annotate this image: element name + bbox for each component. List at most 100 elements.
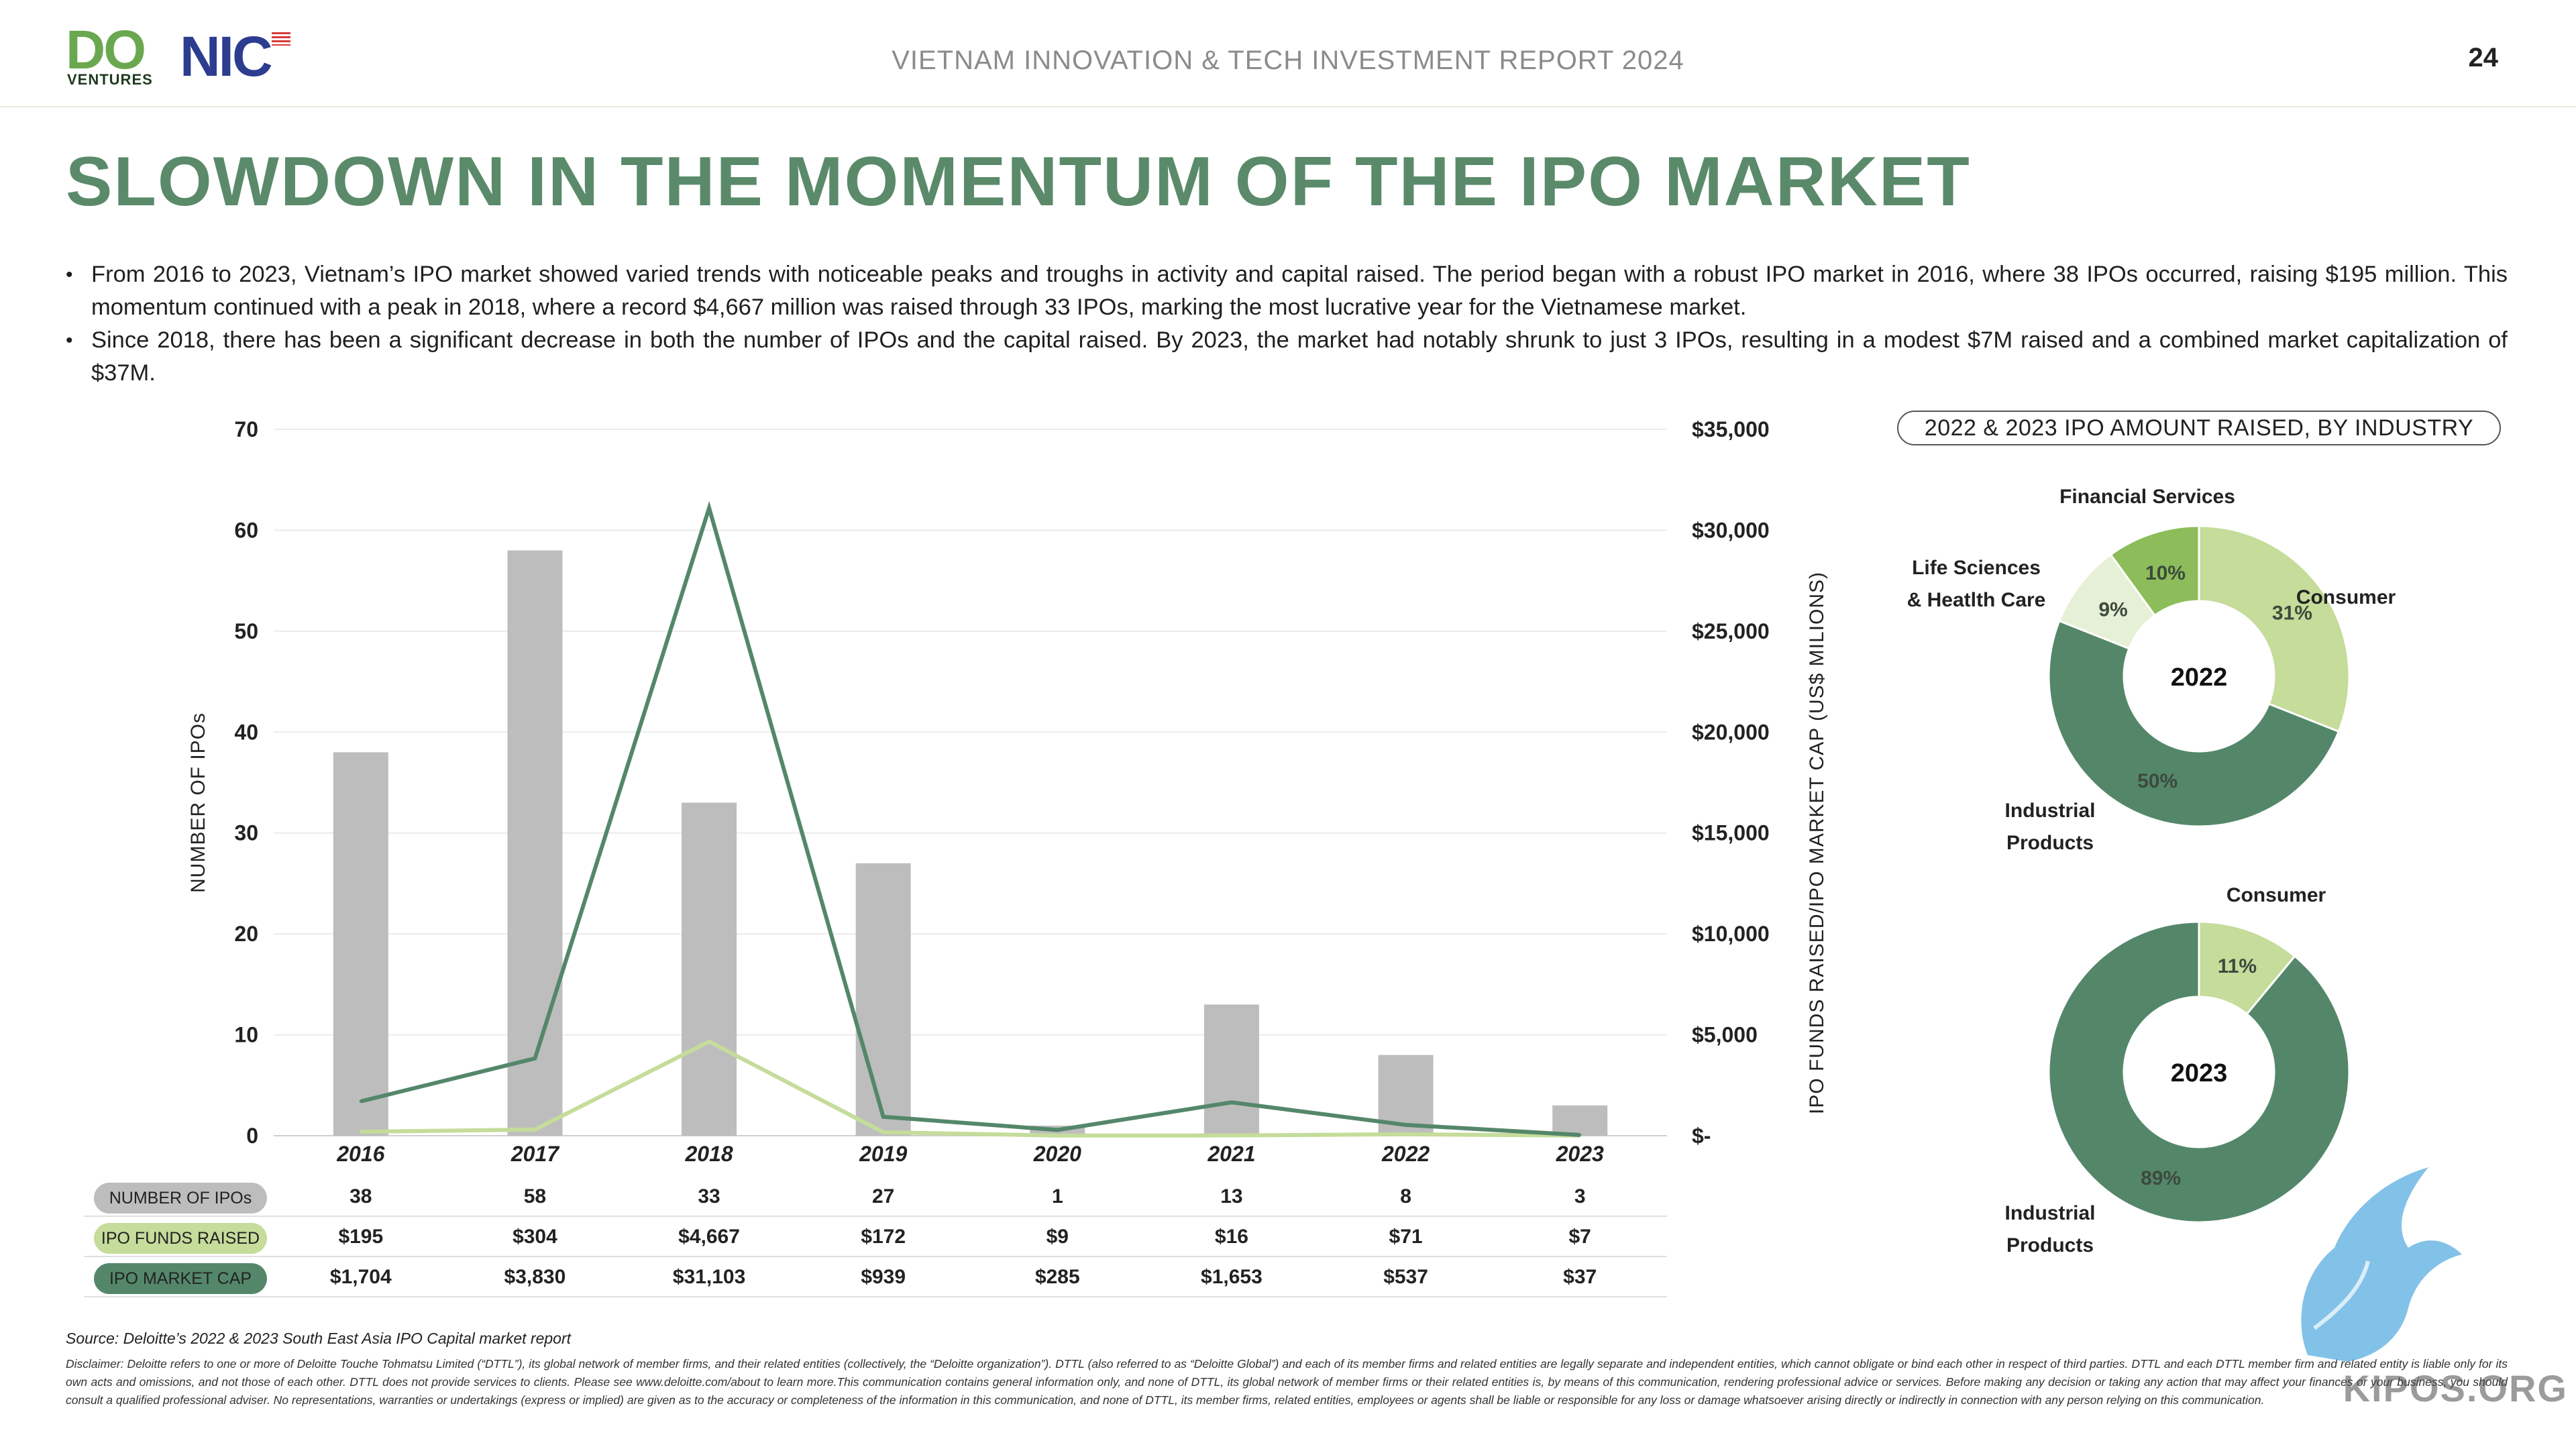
report-title: VIETNAM INNOVATION & TECH INVESTMENT REP… xyxy=(892,46,1684,75)
donut-chart-title: 2022 & 2023 IPO AMOUNT RAISED, BY INDUST… xyxy=(1897,411,2501,445)
y-tick-label: 0 xyxy=(246,1124,258,1148)
y-tick-label: 10 xyxy=(234,1023,258,1047)
line-funds-raised xyxy=(360,1039,1580,1138)
header-divider xyxy=(0,106,2576,107)
source-note: Source: Deloitte’s 2022 & 2023 South Eas… xyxy=(66,1330,572,1347)
point-market-cap xyxy=(881,1115,885,1118)
bar-ipo-count xyxy=(682,802,737,1136)
page-number: 24 xyxy=(2468,43,2499,72)
x-tick-label: 2020 xyxy=(1033,1142,1081,1166)
x-tick-label: 2016 xyxy=(336,1142,384,1166)
point-market-cap xyxy=(533,1057,537,1060)
point-funds-raised xyxy=(533,1128,537,1131)
label-industrial-2022-line2: Products xyxy=(2006,832,2094,854)
griffin-watermark-logo xyxy=(2301,1167,2462,1362)
x-tick-label: 2019 xyxy=(859,1142,907,1166)
label-life-sciences-line1: Life Sciences xyxy=(1912,557,2041,579)
table-cell: $3,830 xyxy=(504,1266,566,1288)
bar-ipo-count xyxy=(1552,1105,1608,1136)
y2-tick-label: $35,000 xyxy=(1692,417,1770,441)
table-row-label-pill xyxy=(94,1223,267,1254)
ipo-combo-chart: 0 10 20 30 40 50 60 70 $- $5,000 $10,000 $15,000 $20… xyxy=(84,417,1828,1297)
y-tick-label: 60 xyxy=(234,518,258,542)
table-row-label-pill xyxy=(94,1183,267,1214)
y2-axis-title: IPO FUNDS RAISED/IPO MARKET CAP (US$ MIL… xyxy=(1806,572,1828,1114)
table-cell: $7 xyxy=(1569,1226,1591,1248)
point-funds-raised xyxy=(1404,1132,1407,1136)
label-consumer-2023: Consumer xyxy=(2226,884,2326,906)
donut-center-label: 2022 xyxy=(2171,663,2228,692)
table-cell: $537 xyxy=(1383,1266,1428,1288)
x-tick-label: 2021 xyxy=(1207,1142,1255,1166)
table-cell: $304 xyxy=(513,1226,557,1248)
table-cell: 13 xyxy=(1220,1185,1242,1208)
point-market-cap xyxy=(1578,1133,1582,1136)
table-row-label: NUMBER OF IPOs xyxy=(109,1189,252,1208)
donut-slice-pct: 50% xyxy=(2137,770,2178,792)
donut-slice xyxy=(2198,525,2351,733)
table-row-label: IPO FUNDS RAISED xyxy=(101,1229,260,1248)
donut-slice-pct: 89% xyxy=(2141,1167,2181,1189)
bar-ipo-count xyxy=(507,550,563,1136)
point-funds-raised xyxy=(1230,1134,1233,1137)
table-cell: $37 xyxy=(1563,1266,1597,1288)
donut-chart-2022: 31% 50% 9% 10% 2022 xyxy=(2047,525,2351,828)
point-market-cap xyxy=(1056,1128,1059,1132)
table-cell: $195 xyxy=(338,1226,383,1248)
x-tick-label: 2022 xyxy=(1381,1142,1430,1166)
label-industrial-2023-line1: Industrial xyxy=(2004,1202,2095,1224)
label-life-sciences-line2: & Heatlth Care xyxy=(1907,589,2046,611)
table-cell: $71 xyxy=(1389,1226,1423,1248)
donut-slice xyxy=(2109,525,2200,617)
table-cell: $172 xyxy=(861,1226,906,1248)
y-tick-label: 70 xyxy=(234,417,258,441)
donut-slice-pct: 11% xyxy=(2218,955,2257,977)
table-cell: 8 xyxy=(1400,1185,1411,1208)
table-cell: 1 xyxy=(1052,1185,1063,1208)
x-tick-label: 2023 xyxy=(1556,1142,1604,1166)
table-cell: $4,667 xyxy=(678,1226,740,1248)
table-row-label: IPO MARKET CAP xyxy=(109,1269,252,1288)
table-cell: 3 xyxy=(1574,1185,1586,1208)
point-funds-raised xyxy=(1056,1134,1059,1137)
do-ventures-logo-subtitle: VENTURES xyxy=(67,71,153,88)
table-cell: 38 xyxy=(350,1185,372,1208)
y2-tick-label: $10,000 xyxy=(1692,922,1770,946)
y-tick-label: 20 xyxy=(234,922,258,946)
nic-logo-mark xyxy=(272,32,290,46)
point-market-cap xyxy=(359,1099,362,1103)
industry-donut-charts: 31% 50% 9% 10% 2022 11% 89% 2023 Financial Ser… xyxy=(1907,486,2396,1256)
point-market-cap xyxy=(1230,1101,1233,1104)
donut-slice-pct: 10% xyxy=(2145,562,2186,584)
page-title: SLOWDOWN IN THE MOMENTUM OF THE IPO MARK… xyxy=(66,143,1971,221)
table-cell: 27 xyxy=(872,1185,894,1208)
y-tick-label: 50 xyxy=(234,619,258,643)
bullet-item: Since 2018, there has been a significant… xyxy=(66,324,2508,390)
table-cell: $285 xyxy=(1035,1266,1080,1288)
table-cell: $31,103 xyxy=(673,1266,745,1288)
table-cell: $939 xyxy=(861,1266,906,1288)
point-market-cap xyxy=(1404,1123,1407,1126)
y-tick-label: 30 xyxy=(234,821,258,845)
y2-tick-label: $15,000 xyxy=(1692,821,1770,845)
y-axis-title: NUMBER OF IPOs xyxy=(187,712,209,893)
donut-chart-2023: 11% 89% 2023 xyxy=(2047,920,2351,1224)
nic-logo: NIC xyxy=(180,25,273,88)
bar-ipo-count xyxy=(333,752,388,1136)
point-market-cap xyxy=(708,506,711,510)
table-row-label-pill xyxy=(94,1263,267,1294)
y2-tick-label: $5,000 xyxy=(1692,1023,1758,1047)
table-cell: $1,704 xyxy=(330,1266,392,1288)
y2-tick-label: $- xyxy=(1692,1124,1711,1148)
donut-slice-pct: 31% xyxy=(2272,602,2312,625)
x-tick-label: 2017 xyxy=(511,1142,560,1166)
label-financial-services: Financial Services xyxy=(2059,486,2235,508)
do-ventures-logo: DO xyxy=(66,19,146,80)
bullet-item: From 2016 to 2023, Vietnam’s IPO market … xyxy=(66,258,2508,324)
point-funds-raised xyxy=(881,1130,885,1134)
table-cell: $16 xyxy=(1215,1226,1248,1248)
line-market-cap xyxy=(360,500,1580,1137)
label-industrial-2022-line1: Industrial xyxy=(2004,800,2095,822)
y2-tick-label: $30,000 xyxy=(1692,518,1770,542)
y2-tick-label: $25,000 xyxy=(1692,619,1770,643)
